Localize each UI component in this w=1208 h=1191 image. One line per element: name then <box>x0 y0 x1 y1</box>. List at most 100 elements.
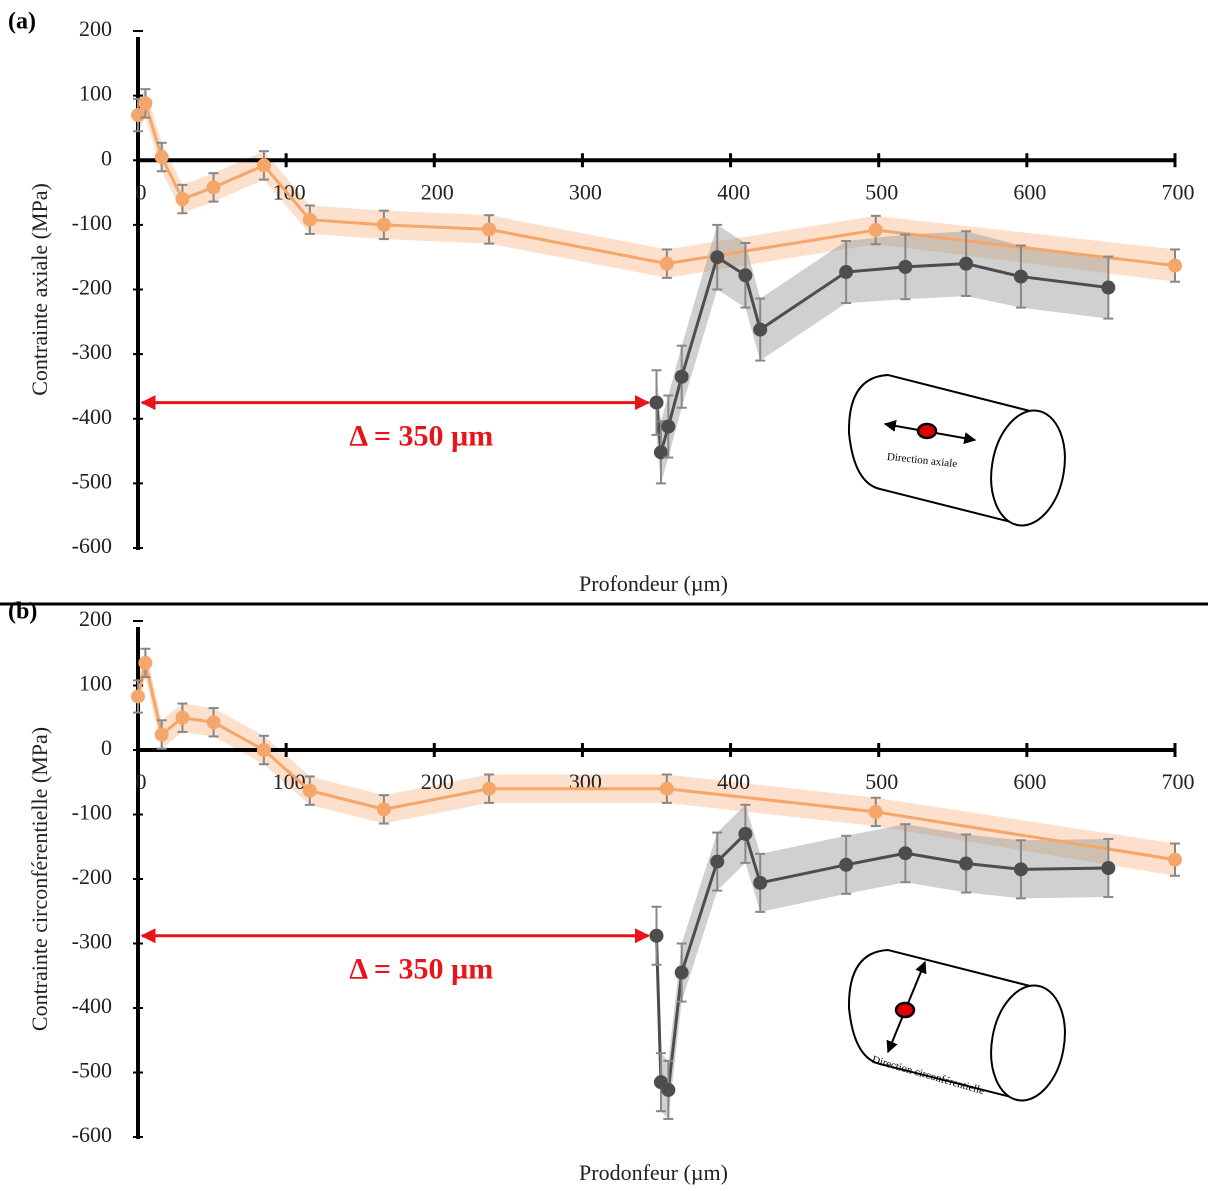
data-point <box>738 826 753 841</box>
data-point <box>376 802 391 817</box>
data-point <box>839 265 854 280</box>
data-point <box>659 781 674 796</box>
cylinder-body <box>847 374 1031 526</box>
data-point <box>839 857 854 872</box>
annotation: Δ = 350 µm <box>349 419 493 452</box>
y-tick-label: -200 <box>72 864 112 889</box>
data-point <box>131 689 145 704</box>
y-tick-label: 0 <box>101 145 112 170</box>
cylinder-end <box>990 984 1066 1102</box>
y-tick-label: -400 <box>72 404 112 429</box>
data-point <box>738 268 753 283</box>
data-point <box>898 259 913 274</box>
data-point <box>1101 280 1116 295</box>
data-point <box>482 781 497 796</box>
x-tick-label: 400 <box>717 769 750 794</box>
data-point <box>868 223 883 238</box>
point-marker <box>894 1001 916 1019</box>
data-point <box>206 715 221 730</box>
data-point <box>753 875 768 890</box>
x-tick-label: 300 <box>569 769 602 794</box>
y-tick-label: -300 <box>72 339 112 364</box>
data-point <box>661 419 676 434</box>
y-tick-label: -200 <box>72 275 112 300</box>
cylinder-end <box>990 409 1066 527</box>
series-line <box>136 99 1176 268</box>
data-point <box>302 212 317 227</box>
y-axis-label: Contrainte circonférentielle (MPa) <box>27 727 52 1031</box>
x-tick-label: 700 <box>1162 769 1195 794</box>
x-tick-label: 500 <box>865 179 898 204</box>
inset-label: Direction circonférentielle <box>871 1054 986 1098</box>
x-axis-label: Profondeur (µm) <box>579 571 728 596</box>
data-point <box>256 743 271 757</box>
y-tick-label: 200 <box>79 16 112 41</box>
data-point <box>868 804 883 819</box>
data-point <box>710 854 725 869</box>
y-tick-label: -100 <box>72 210 112 235</box>
data-point <box>376 217 391 232</box>
y-tick-label: -100 <box>72 800 112 825</box>
inset-label: Direction axiale <box>886 451 958 470</box>
data-point <box>959 856 974 871</box>
y-tick-label: -400 <box>72 993 112 1018</box>
x-tick-label: 500 <box>865 769 898 794</box>
panel-label: (a) <box>8 9 36 35</box>
y-tick-label: -500 <box>72 468 112 493</box>
data-point <box>131 108 145 123</box>
y-axis-label: Contrainte axiale (MPa) <box>27 183 52 396</box>
data-point <box>661 1082 676 1097</box>
x-tick-label: 400 <box>717 179 750 204</box>
data-point <box>1168 258 1182 273</box>
y-tick-label: 100 <box>79 671 112 696</box>
data-point <box>1013 269 1028 284</box>
point-marker <box>916 422 938 440</box>
data-point <box>710 250 725 265</box>
data-point <box>674 965 689 980</box>
inset-cylinder: Direction circonférentielle <box>847 949 1066 1102</box>
data-point <box>674 369 689 384</box>
x-tick-label: 600 <box>1013 179 1046 204</box>
y-tick-label: -600 <box>72 533 112 558</box>
data-point <box>1013 862 1028 877</box>
data-point <box>898 846 913 861</box>
data-point <box>138 655 153 670</box>
y-tick-label: -300 <box>72 929 112 954</box>
data-point <box>154 150 169 165</box>
data-point <box>138 96 153 111</box>
x-tick-label: 600 <box>1013 769 1046 794</box>
data-point <box>482 222 497 237</box>
annotation: Δ = 350 µm <box>349 953 493 986</box>
data-point <box>154 727 169 742</box>
data-point <box>302 783 317 798</box>
data-point <box>653 445 668 460</box>
data-point <box>959 256 974 271</box>
data-point <box>1168 852 1182 867</box>
data-point <box>753 322 768 337</box>
error-band <box>656 804 1109 1119</box>
data-point <box>649 395 664 410</box>
series-line <box>136 662 1176 862</box>
data-point <box>175 192 190 207</box>
error-band <box>656 224 1109 484</box>
data-point <box>649 928 664 943</box>
y-tick-label: 0 <box>101 735 112 760</box>
x-tick-label: 700 <box>1162 179 1195 204</box>
data-point <box>206 180 221 195</box>
y-tick-label: -500 <box>72 1058 112 1083</box>
inset-cylinder: Direction axiale <box>847 374 1066 527</box>
data-point <box>659 256 674 271</box>
x-tick-label: 300 <box>569 179 602 204</box>
x-tick-label: 200 <box>421 769 454 794</box>
data-point <box>256 158 271 173</box>
y-tick-label: 200 <box>79 606 112 631</box>
x-tick-label: 200 <box>421 179 454 204</box>
x-tick-label: 0 <box>136 179 147 204</box>
panel-label: (b) <box>8 599 37 625</box>
y-tick-label: 100 <box>79 81 112 106</box>
x-axis-label: Prodonfeur (µm) <box>579 1160 728 1185</box>
data-point <box>175 710 190 725</box>
data-point <box>1101 861 1116 876</box>
cylinder-body <box>847 949 1031 1101</box>
